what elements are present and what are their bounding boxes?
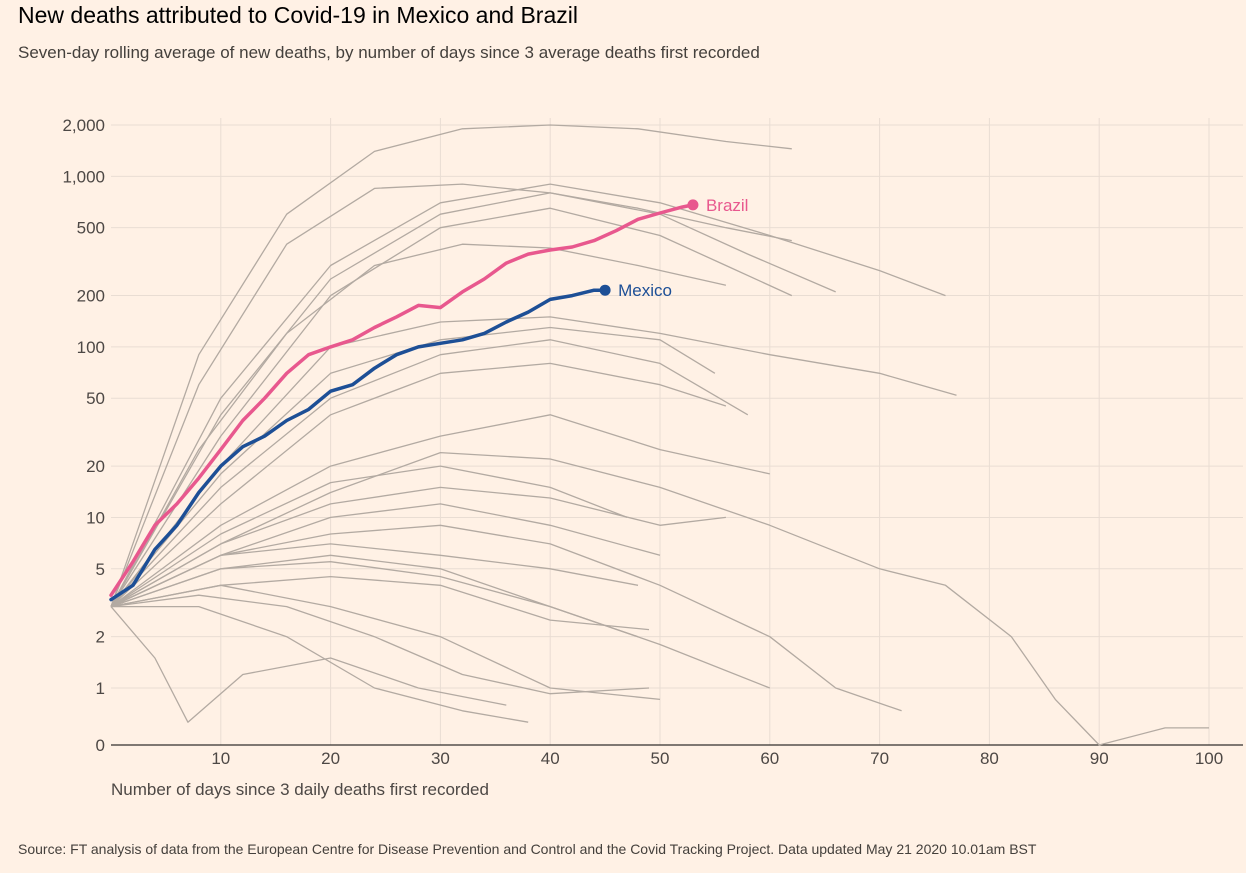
y-tick-label: 50 [86, 389, 105, 408]
x-tick-label: 100 [1195, 749, 1223, 768]
context-series-line [110, 561, 771, 689]
chart-title: New deaths attributed to Covid-19 in Mex… [18, 2, 578, 28]
context-series-line [110, 207, 793, 607]
mexico-label: Mexico [618, 281, 672, 300]
brazil-end-marker [687, 199, 699, 211]
x-tick-label: 70 [870, 749, 889, 768]
context-series-line [110, 584, 661, 701]
context-series-line [110, 192, 836, 607]
x-tick-label: 10 [211, 749, 230, 768]
y-tick-label: 20 [86, 457, 105, 476]
x-tick-label: 90 [1090, 749, 1109, 768]
mexico-series-line [109, 288, 607, 602]
context-series-line [110, 575, 650, 631]
context-series-line [110, 243, 727, 607]
context-series-line [110, 524, 902, 712]
x-tick-label: 20 [321, 749, 340, 768]
context-series-line [111, 605, 529, 723]
y-tick-label: 500 [77, 219, 105, 238]
mexico-end-marker [599, 284, 611, 296]
context-series-line [110, 543, 639, 608]
y-tick-label: 200 [77, 287, 105, 306]
context-series-line [110, 465, 628, 608]
context-series-line [110, 594, 650, 695]
y-tick-label: 1 [96, 679, 105, 698]
x-axis-title: Number of days since 3 daily deaths firs… [111, 780, 489, 799]
y-tick-label: 2 [96, 628, 105, 647]
y-tick-label: 5 [96, 560, 105, 579]
source-note: Source: FT analysis of data from the Eur… [18, 841, 1037, 857]
x-tick-label: 30 [431, 749, 450, 768]
brazil-series-line [109, 203, 695, 597]
series-lines [109, 124, 1209, 746]
y-tick-label: 0 [96, 736, 105, 755]
context-series-line [110, 414, 770, 608]
y-tick-label: 2,000 [62, 116, 105, 135]
y-tick-label: 100 [77, 338, 105, 357]
context-series-line [110, 451, 1209, 746]
brazil-label: Brazil [706, 196, 749, 215]
context-series-line [110, 124, 792, 607]
chart-subtitle: Seven-day rolling average of new deaths,… [18, 43, 760, 62]
y-tick-label: 10 [86, 508, 105, 527]
context-series-line [110, 339, 749, 608]
context-series-line [110, 316, 957, 608]
x-tick-label: 60 [760, 749, 779, 768]
gridlines [111, 118, 1243, 745]
context-series-line [110, 362, 727, 608]
x-tick-label: 40 [541, 749, 560, 768]
y-tick-label: 1,000 [62, 167, 105, 186]
context-series-line [110, 606, 507, 723]
context-series-line [110, 326, 716, 608]
x-tick-label: 50 [651, 749, 670, 768]
x-tick-label: 80 [980, 749, 999, 768]
context-series-line [110, 183, 946, 607]
context-series-line [110, 183, 792, 607]
context-series-line [110, 486, 726, 608]
tick-labels: 0 1 2 5 10 20 50 100 200 500 1,000 2,000 10 20 30 40 50 6… [62, 116, 1223, 768]
